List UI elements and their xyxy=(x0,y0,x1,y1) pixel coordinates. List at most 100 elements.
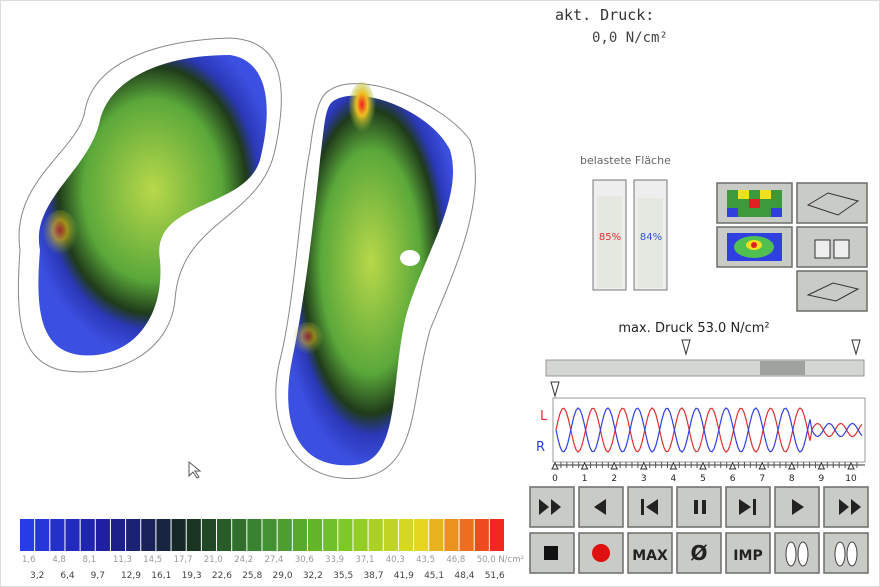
scale-label-bottom: 38,7 xyxy=(363,571,383,581)
button-icon xyxy=(694,500,706,514)
major-tick xyxy=(580,461,589,470)
scale-label-top: 27,4 xyxy=(265,555,284,565)
scale-swatch xyxy=(201,519,217,551)
button-face xyxy=(627,532,673,574)
major-tick xyxy=(610,461,619,470)
scale-swatch xyxy=(307,519,323,551)
area-right-value: 84% xyxy=(640,232,662,243)
scale-label-bottom: 22,6 xyxy=(212,571,232,581)
cursor xyxy=(188,460,202,479)
foot-left xyxy=(17,37,282,373)
graph-left-label: L xyxy=(540,409,548,424)
scale-label-bottom: 35,5 xyxy=(333,571,353,581)
scale-swatch xyxy=(50,519,65,551)
button-label: MAX xyxy=(632,548,668,564)
scale-swatch xyxy=(277,519,292,551)
max-button[interactable]: MAX xyxy=(627,532,673,574)
button-icon xyxy=(594,499,606,515)
foot-b-button[interactable] xyxy=(823,532,869,574)
scale-label-top: 30,6 xyxy=(295,555,314,565)
button-face xyxy=(676,532,722,574)
foot-right xyxy=(275,82,476,479)
scale-label-bottom: 9,7 xyxy=(91,571,105,581)
scale-label-bottom: 3,2 xyxy=(30,571,44,581)
button-face xyxy=(774,532,820,574)
scale-label-top: 40,3 xyxy=(386,555,405,565)
scale-label-bottom: 48,4 xyxy=(454,571,474,581)
scale-label-top: 11,3 xyxy=(113,555,132,565)
scale-swatch xyxy=(474,519,489,551)
scale-swatch xyxy=(398,519,414,551)
button-icon xyxy=(785,541,797,567)
button-icon xyxy=(834,541,846,567)
scale-swatch xyxy=(35,519,50,551)
scale-swatch xyxy=(489,519,504,551)
scale-label-bottom: 12,9 xyxy=(121,571,141,581)
area-label: belastete Fläche xyxy=(580,154,671,167)
button-icon xyxy=(739,499,756,515)
foot-a-button[interactable] xyxy=(774,532,820,574)
scale-label-bottom: 41,9 xyxy=(394,571,414,581)
scale-swatch xyxy=(338,519,353,551)
record-button[interactable] xyxy=(578,532,624,574)
imp-button[interactable]: IMP xyxy=(725,532,771,574)
time-slider[interactable] xyxy=(545,339,865,377)
major-tick xyxy=(699,461,707,470)
major-tick xyxy=(758,461,767,470)
scale-swatch xyxy=(262,519,277,551)
button-face xyxy=(676,486,722,528)
scale-swatch xyxy=(156,519,171,551)
time-label: 0 xyxy=(552,474,558,484)
scale-label-bottom: 32,2 xyxy=(303,571,323,581)
zero-button[interactable]: Ø xyxy=(676,532,722,574)
pressure-value: 0,0 N/cm² xyxy=(592,30,668,46)
scale-label-bottom: 19,3 xyxy=(182,571,202,581)
media-button[interactable] xyxy=(529,486,575,528)
view-book-button[interactable] xyxy=(796,226,868,268)
media-button[interactable] xyxy=(627,486,673,528)
scale-label-top: 43,5 xyxy=(416,555,435,565)
time-label: 8 xyxy=(789,474,795,484)
view-surface-button[interactable] xyxy=(796,270,868,312)
media-button[interactable] xyxy=(823,486,869,528)
scale-label-top: 8,1 xyxy=(83,555,97,565)
media-button[interactable] xyxy=(725,486,771,528)
view-map-button[interactable] xyxy=(716,226,793,268)
scale-swatch xyxy=(141,519,156,551)
scale-swatch xyxy=(20,519,35,551)
area-fill-right xyxy=(638,198,663,288)
button-icon xyxy=(797,541,809,567)
time-label: 3 xyxy=(641,474,647,484)
major-tick xyxy=(787,461,796,470)
button-icon xyxy=(544,546,558,560)
scale-swatch xyxy=(414,519,429,551)
scale-label-top: 50,0 N/cm² xyxy=(477,555,524,565)
curve-right xyxy=(555,407,863,453)
scale-label-top: 17,7 xyxy=(174,555,193,565)
graph-right-label: R xyxy=(536,440,545,455)
view-3d-button[interactable] xyxy=(796,182,868,224)
scale-swatch xyxy=(110,519,126,551)
button-icon xyxy=(839,499,861,515)
scale-swatch xyxy=(186,519,201,551)
scale-swatch xyxy=(80,519,95,551)
scale-label-bottom: 6,4 xyxy=(60,571,75,581)
time-label: 10 xyxy=(845,474,857,484)
time-label: 9 xyxy=(819,474,825,484)
button-face xyxy=(725,532,771,574)
view-grid-button[interactable] xyxy=(716,182,793,224)
major-tick xyxy=(639,461,648,470)
scale-swatch xyxy=(95,519,110,551)
scale-label-top: 24,2 xyxy=(234,555,253,565)
media-button[interactable] xyxy=(774,486,820,528)
scale-label-bottom: 45,1 xyxy=(424,571,444,581)
media-button[interactable] xyxy=(578,486,624,528)
button-icon xyxy=(592,544,610,562)
scale-swatch xyxy=(429,519,444,551)
scale-swatch xyxy=(126,519,141,551)
time-label: 5 xyxy=(700,474,706,484)
button-label: Ø xyxy=(690,541,707,565)
media-button[interactable] xyxy=(676,486,722,528)
stop-button[interactable] xyxy=(529,532,575,574)
